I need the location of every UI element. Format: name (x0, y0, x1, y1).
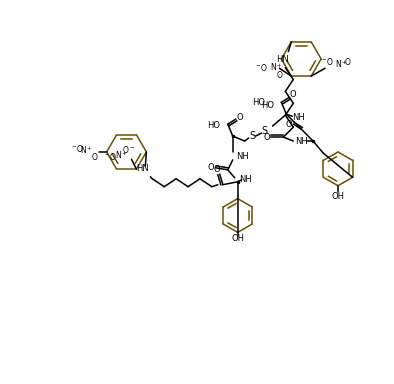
Text: $^-$O: $^-$O (70, 142, 84, 154)
Text: N$^+$: N$^+$ (270, 61, 283, 73)
Text: N$^+$: N$^+$ (335, 58, 348, 70)
Text: O: O (277, 71, 282, 79)
Text: HN: HN (136, 164, 149, 173)
Text: O: O (92, 154, 98, 162)
Text: NH: NH (236, 152, 249, 161)
Text: HO: HO (261, 101, 274, 110)
Text: $^-$O: $^-$O (104, 151, 118, 162)
Text: O: O (345, 58, 351, 67)
Text: O: O (285, 120, 292, 129)
Text: O: O (263, 132, 270, 142)
Text: NH: NH (295, 137, 308, 146)
Text: O: O (290, 90, 297, 99)
Text: O: O (208, 163, 214, 172)
Text: O: O (236, 113, 243, 122)
Text: HO: HO (253, 98, 266, 107)
Text: NH: NH (292, 113, 305, 122)
Text: N$^+$: N$^+$ (115, 149, 128, 161)
Text: HO: HO (207, 121, 220, 130)
Text: O: O (214, 166, 220, 174)
Text: S: S (262, 126, 268, 136)
Text: NH: NH (239, 175, 252, 184)
Text: $^-$O: $^-$O (320, 56, 334, 67)
Text: S: S (249, 131, 256, 141)
Text: OH: OH (231, 234, 244, 243)
Text: OH: OH (331, 192, 344, 201)
Text: N$^+$: N$^+$ (80, 144, 93, 156)
Text: O$^-$: O$^-$ (122, 144, 135, 155)
Text: $^-$O: $^-$O (255, 62, 269, 73)
Text: HN: HN (276, 55, 289, 64)
